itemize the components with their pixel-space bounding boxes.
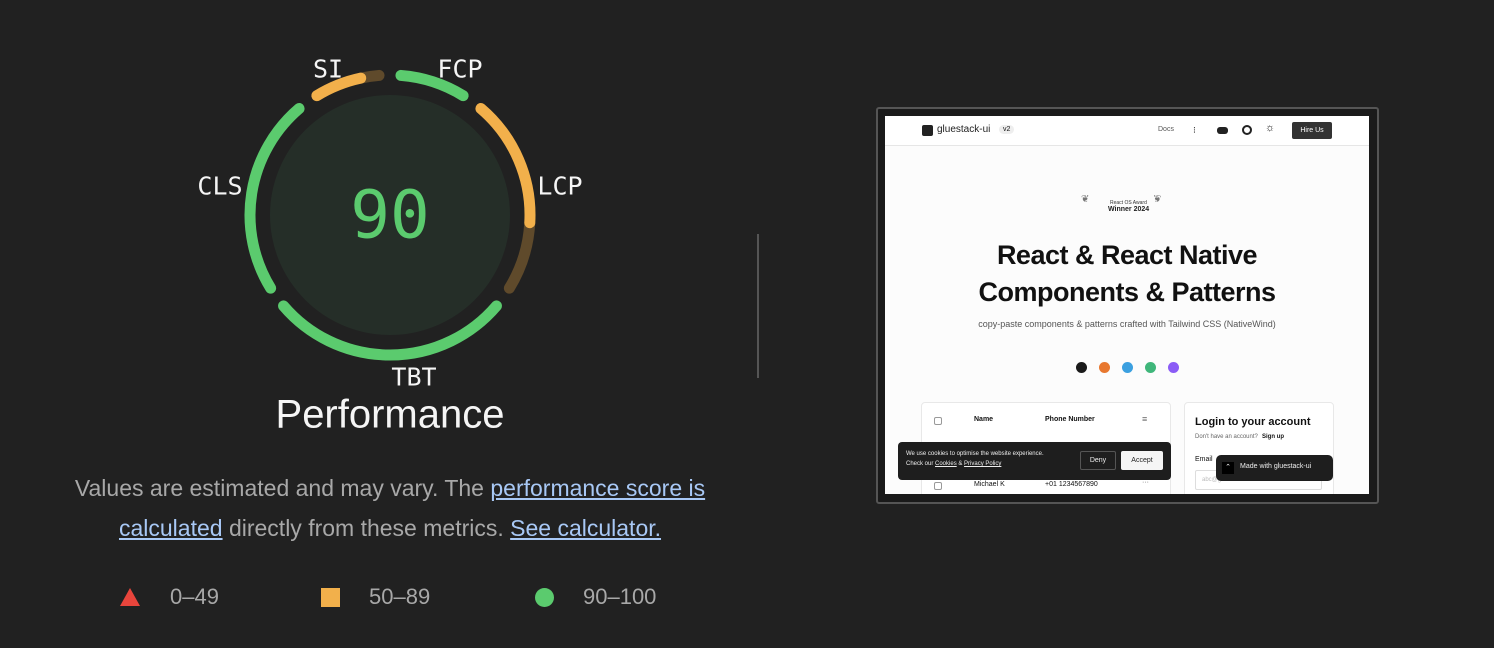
legend-label: 50–89: [369, 584, 431, 609]
more-icon: ···: [1142, 479, 1149, 486]
arc-cls: [244, 103, 305, 294]
laurel-icon: ❦: [1153, 194, 1162, 205]
performance-gauge: [244, 69, 536, 361]
col-header: Phone Number: [1045, 416, 1095, 423]
arc-fcp: [395, 69, 469, 102]
metric-label-si: SI: [312, 54, 344, 84]
award-text: React OS Award: [1110, 200, 1147, 206]
color-swatch: [1168, 362, 1179, 373]
award-text: Winner 2024: [1108, 206, 1150, 213]
color-swatch: [1122, 362, 1133, 373]
deny-button: Deny: [1080, 451, 1116, 470]
triangle-icon: [120, 588, 140, 606]
col-header: Name: [974, 416, 994, 423]
cookie-text: We use cookies to optimise the website e…: [906, 451, 1044, 457]
gauge-title: Performance: [275, 392, 505, 437]
checkbox: [934, 482, 942, 490]
legend-label: 90–100: [583, 584, 657, 609]
hire-us-button: Hire Us: [1292, 122, 1332, 139]
score-description: Values are estimated and may vary. The p…: [40, 468, 740, 548]
see-calculator-link[interactable]: See calculator.: [510, 515, 662, 541]
signup-link: Sign up: [1262, 434, 1284, 440]
circle-icon: [535, 587, 554, 607]
hero-heading: React & React Native: [996, 240, 1258, 270]
cookie-text: Check our: [906, 461, 936, 467]
badge-text: Made with gluestack-ui: [1240, 463, 1312, 470]
arc-si: [311, 72, 367, 102]
cell: +01 1234567890: [1045, 481, 1098, 488]
color-swatch: [1145, 362, 1156, 373]
metric-label-tbt: TBT: [391, 362, 437, 392]
cookie-text: &: [956, 461, 965, 467]
arc-lcp: [475, 103, 536, 229]
desc-text: directly from these metrics.: [222, 515, 511, 541]
sun-icon: ☼: [1265, 122, 1276, 134]
performance-score-link[interactable]: performance score is calculated: [118, 475, 706, 541]
metric-label-lcp: LCP: [537, 171, 583, 201]
accept-button: Accept: [1121, 451, 1163, 470]
arc-tbt: [278, 300, 502, 361]
login-text: Don't have an account?: [1195, 434, 1258, 440]
checkbox: [934, 417, 942, 425]
login-title: Login to your account: [1195, 416, 1311, 428]
divider: [757, 234, 759, 378]
color-swatch: [1076, 362, 1087, 373]
legend-pass: 90–100: [535, 584, 656, 610]
legend-fail: 0–49: [120, 584, 219, 610]
square-icon: [321, 587, 340, 607]
screenshot-content: gluestack-ui v2 Docs ⁝ ☼ Hire Us ❦ ❦ Rea…: [885, 116, 1369, 494]
discord-icon: [1217, 127, 1228, 134]
version-badge: v2: [999, 125, 1015, 134]
made-with-badge: ⌃ Made with gluestack-ui: [1216, 455, 1333, 481]
email-label: Email: [1195, 456, 1213, 463]
page-screenshot: gluestack-ui v2 Docs ⁝ ☼ Hire Us ❦ ❦ Rea…: [876, 107, 1379, 504]
desc-text: Values are estimated and may vary. The: [74, 475, 491, 501]
performance-score: 90: [350, 176, 430, 254]
logo-icon: ⌃: [1222, 462, 1234, 474]
github-icon: [1242, 125, 1252, 135]
hero-subtitle: copy-paste components & patterns crafted…: [978, 319, 1276, 329]
cookies-link: Cookies: [935, 461, 957, 467]
metric-label-fcp: FCP: [437, 54, 483, 84]
arc-lcp-remaining: [503, 217, 536, 294]
privacy-link: Privacy Policy: [964, 461, 1002, 467]
brand: gluestack-ui: [937, 124, 991, 135]
legend-label: 0–49: [170, 584, 219, 609]
menu-icon: ≡: [1142, 414, 1148, 424]
metric-label-cls: CLS: [197, 171, 243, 201]
site-header: gluestack-ui v2 Docs ⁝ ☼ Hire Us: [885, 116, 1369, 146]
docs-link: Docs: [1158, 126, 1174, 133]
cookie-banner: We use cookies to optimise the website e…: [898, 442, 1171, 480]
legend-average: 50–89: [321, 584, 430, 610]
figma-icon: ⁝: [1193, 125, 1196, 135]
logo-icon: [922, 125, 933, 136]
cell: Michael K: [974, 481, 1005, 488]
gauge-inner: [270, 95, 510, 335]
laurel-icon: ❦: [1081, 194, 1090, 205]
hero-heading: Components & Patterns: [978, 277, 1276, 307]
color-swatch: [1099, 362, 1110, 373]
